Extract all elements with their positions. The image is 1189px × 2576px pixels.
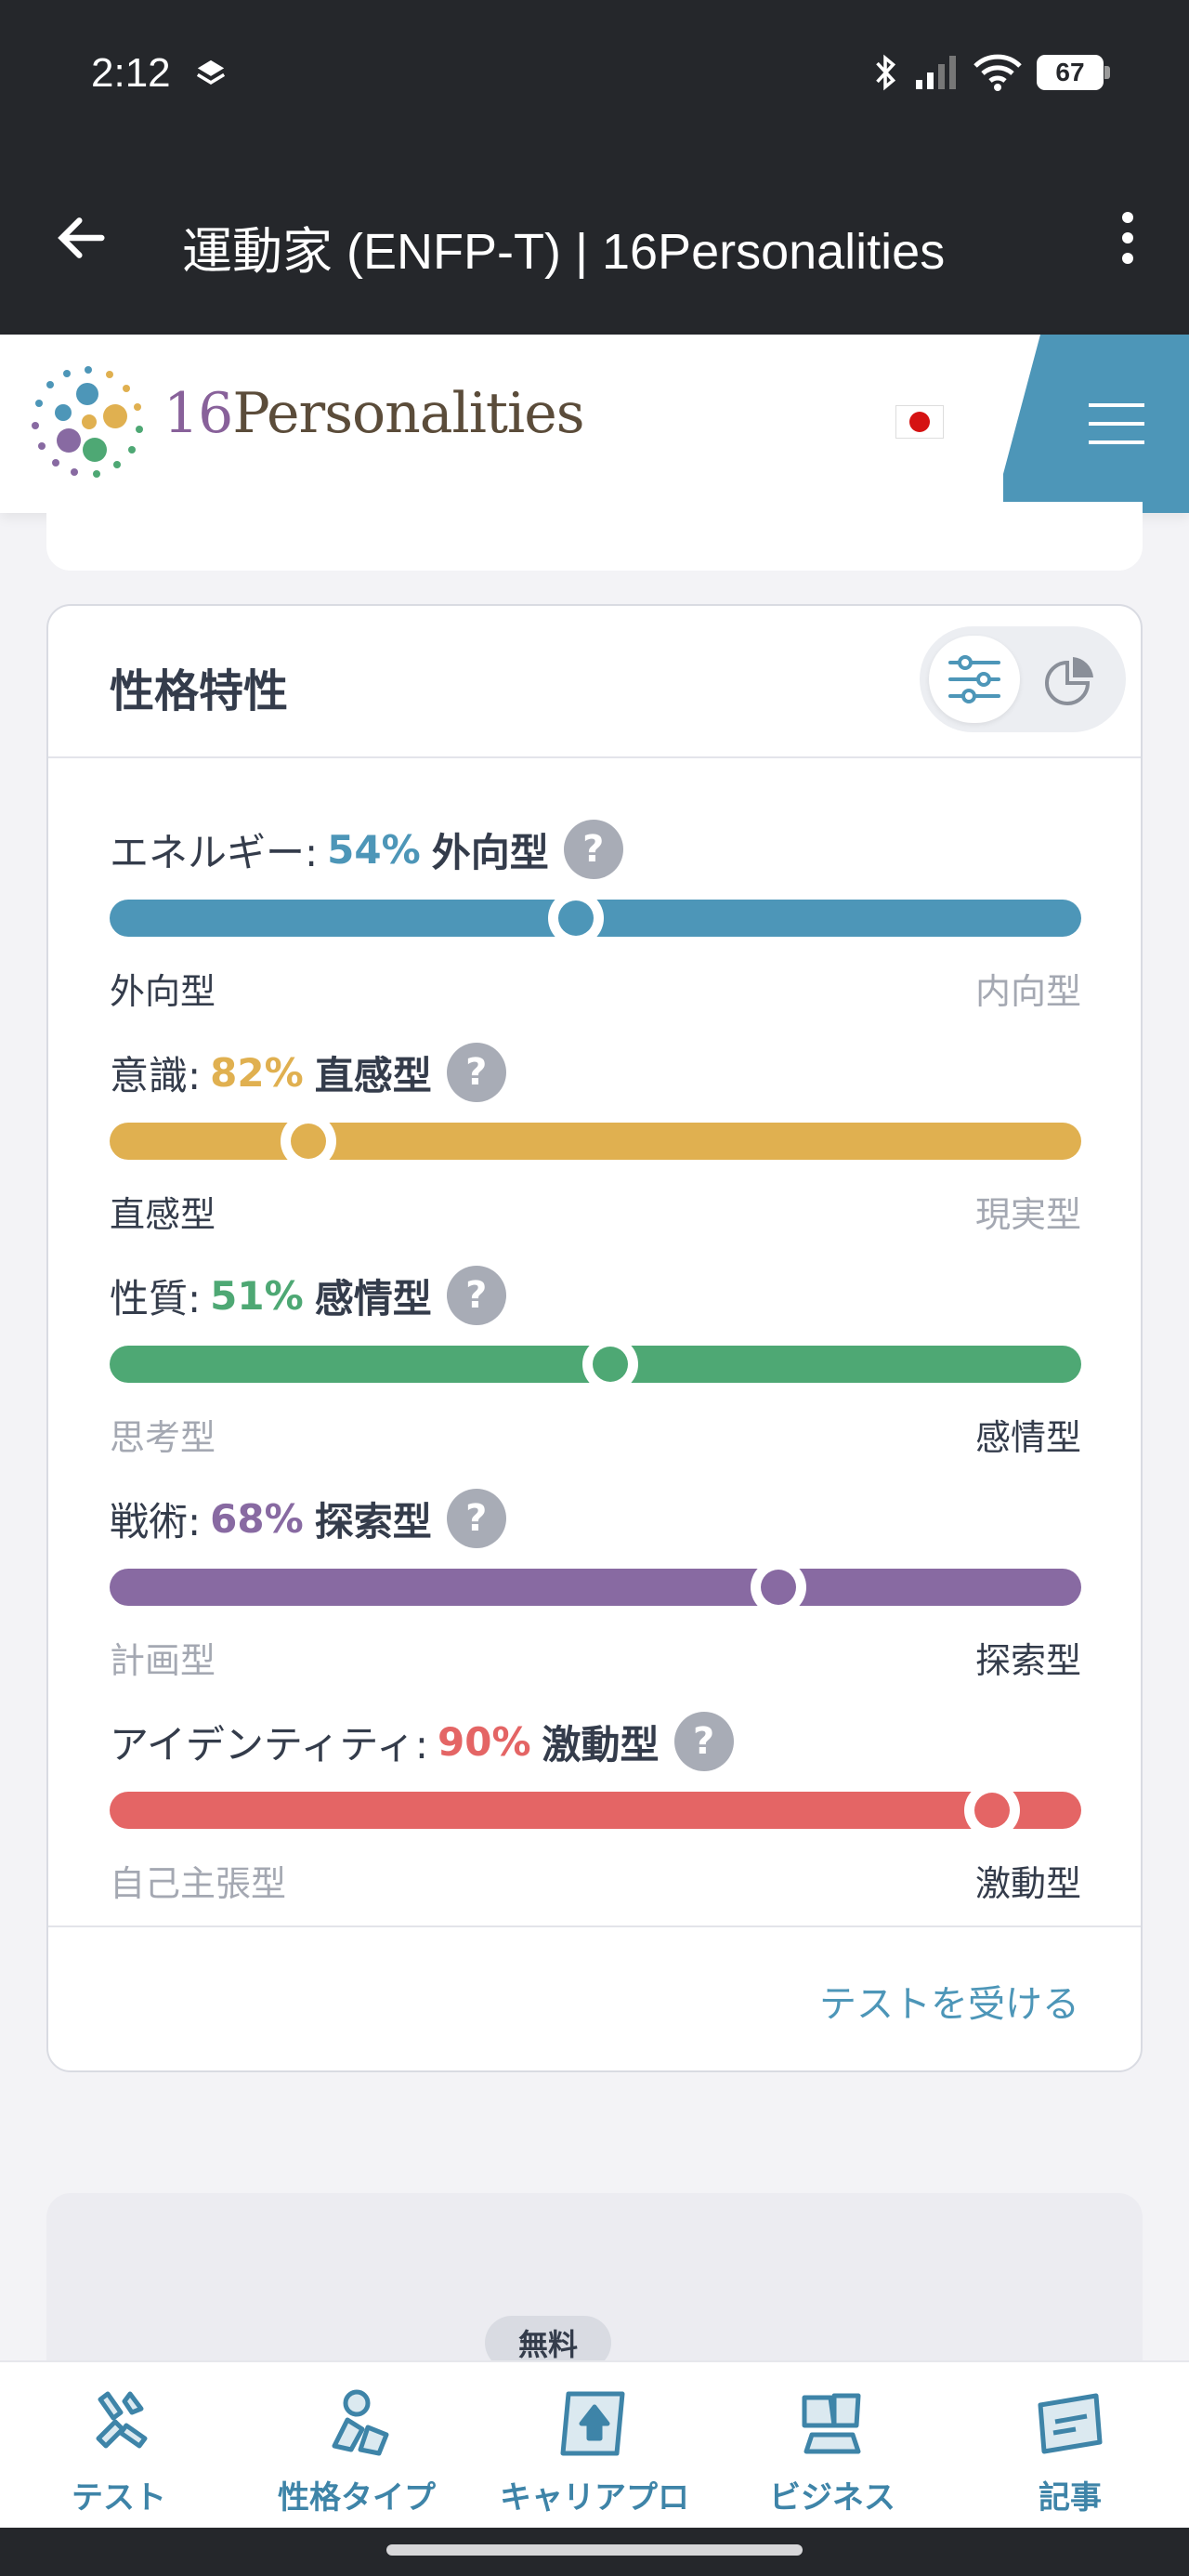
trait-left-label: 思考型 xyxy=(110,1417,216,1458)
trait-percent: 68% xyxy=(210,1495,304,1542)
trait-slider-knob xyxy=(581,1336,638,1392)
trait-name: 性質: xyxy=(110,1275,202,1321)
help-icon[interactable]: ? xyxy=(673,1712,734,1771)
trait-energy: エネルギー: 54% 外向型? 外向型 内向型 xyxy=(110,820,1081,1012)
battery-indicator: 67 xyxy=(1037,55,1110,90)
trait-name: 意識: xyxy=(110,1052,202,1098)
hamburger-menu-icon xyxy=(1089,403,1144,444)
gesture-bar xyxy=(0,2528,1189,2576)
logo-icon[interactable] xyxy=(28,362,149,483)
trait-label: 意識: 82% 直感型? xyxy=(110,1043,506,1102)
trait-left-label: 外向型 xyxy=(110,971,216,1012)
trait-slider-knob xyxy=(963,1782,1020,1838)
trait-type: 激動型 xyxy=(542,1721,660,1768)
personality-types-icon xyxy=(332,2389,389,2456)
signal-icon xyxy=(916,56,956,89)
trait-right-label: 激動型 xyxy=(974,1863,1081,1904)
trait-bar xyxy=(110,1569,1081,1606)
trait-right-label: 現実型 xyxy=(974,1194,1081,1235)
logo-word: Personalities xyxy=(232,381,584,446)
trait-type: 感情型 xyxy=(314,1275,432,1321)
logo-number: 16 xyxy=(163,381,233,446)
nav-articles[interactable]: 記事 xyxy=(951,2362,1189,2528)
nav-business-label: ビジネス xyxy=(769,2479,895,2517)
trait-type: 探索型 xyxy=(314,1498,432,1544)
wifi-icon xyxy=(973,54,1022,91)
home-indicator xyxy=(386,2544,803,2556)
help-icon[interactable]: ? xyxy=(446,1266,506,1325)
take-test-link[interactable]: テストを受ける xyxy=(819,1983,1079,2026)
career-pro-icon xyxy=(560,2391,625,2456)
trait-right-label: 感情型 xyxy=(974,1417,1081,1458)
trait-label: アイデンティティ: 90% 激動型? xyxy=(110,1712,734,1771)
help-icon[interactable]: ? xyxy=(563,820,623,879)
card-header: 性格特性 xyxy=(48,606,1141,758)
trait-slider-knob xyxy=(281,1113,337,1169)
site-header: 16Personalities xyxy=(0,335,1189,513)
page-title: 運動家 (ENFP-T) | 16Personalities xyxy=(182,224,946,280)
app-bar: 運動家 (ENFP-T) | 16Personalities xyxy=(0,149,1189,335)
back-arrow-icon[interactable] xyxy=(52,208,111,268)
trait-mind: 意識: 82% 直感型? 直感型 現実型 xyxy=(110,1043,1081,1235)
business-icon xyxy=(802,2393,861,2454)
pie-chart-icon xyxy=(1045,657,1093,705)
trait-percent: 90% xyxy=(438,1718,531,1765)
view-toggle xyxy=(920,626,1126,732)
layers-icon xyxy=(196,59,226,85)
nav-test[interactable]: テスト xyxy=(0,2362,238,2528)
trait-left-label: 直感型 xyxy=(110,1194,216,1235)
trait-name: 戦術: xyxy=(110,1498,202,1544)
nav-test-label: テスト xyxy=(72,2479,166,2517)
nav-personality-types-label: 性格タイプ xyxy=(278,2479,436,2517)
trait-percent: 54% xyxy=(327,826,421,873)
trait-type: 外向型 xyxy=(431,829,549,875)
trait-bar xyxy=(110,1792,1081,1829)
sliders-view-button[interactable] xyxy=(929,636,1020,723)
help-icon[interactable]: ? xyxy=(446,1489,506,1548)
test-icon xyxy=(96,2391,148,2449)
nav-personality-types[interactable]: 性格タイプ xyxy=(238,2362,476,2528)
nav-articles-label: 記事 xyxy=(1039,2479,1102,2517)
sliders-icon xyxy=(948,655,1000,703)
menu-button[interactable] xyxy=(1003,335,1189,513)
trait-right-label: 内向型 xyxy=(974,971,1081,1012)
personality-traits-card: 性格特性 エネルギー: 54% 外向型? 外向型 内向型 意識: 82% 直感型? 直感型 現実型… xyxy=(46,604,1143,2072)
card-title: 性格特性 xyxy=(110,665,289,717)
bluetooth-icon xyxy=(876,54,896,91)
nav-career-pro-label: キャリアプロ xyxy=(500,2479,689,2517)
trait-percent: 82% xyxy=(210,1049,304,1096)
status-bar: 2:12 67 xyxy=(0,0,1189,149)
nav-business[interactable]: ビジネス xyxy=(713,2362,951,2528)
trait-percent: 51% xyxy=(210,1272,304,1319)
trait-nature: 性質: 51% 感情型? 思考型 感情型 xyxy=(110,1266,1081,1458)
chart-view-button[interactable] xyxy=(1026,636,1117,723)
trait-label: 戦術: 68% 探索型? xyxy=(110,1489,506,1548)
trait-label: エネルギー: 54% 外向型? xyxy=(110,820,623,879)
status-icons: 67 xyxy=(869,52,1110,93)
previous-card xyxy=(46,502,1143,571)
trait-type: 直感型 xyxy=(314,1052,432,1098)
more-options-icon[interactable] xyxy=(1118,210,1137,266)
trait-label: 性質: 51% 感情型? xyxy=(110,1266,506,1325)
articles-icon xyxy=(1038,2393,1103,2454)
trait-name: エネルギー: xyxy=(110,829,319,875)
trait-identity: アイデンティティ: 90% 激動型? 自己主張型 激動型 xyxy=(110,1712,1081,1904)
help-icon[interactable]: ? xyxy=(446,1043,506,1102)
bottom-nav: テスト 性格タイプ キャリアプロ ビジネス 記事 xyxy=(0,2360,1189,2528)
trait-slider-knob xyxy=(548,890,605,946)
trait-bar xyxy=(110,1123,1081,1160)
card-footer: テストを受ける xyxy=(48,1925,1141,2072)
language-flag-japan[interactable] xyxy=(895,405,944,439)
trait-name: アイデンティティ: xyxy=(110,1721,429,1768)
trait-tactics: 戦術: 68% 探索型? 計画型 探索型 xyxy=(110,1489,1081,1681)
logo-wordmark[interactable]: 16Personalities xyxy=(163,381,585,446)
trait-slider-knob xyxy=(750,1559,806,1615)
status-time: 2:12 xyxy=(91,50,171,96)
trait-left-label: 計画型 xyxy=(110,1640,216,1681)
trait-right-label: 探索型 xyxy=(974,1640,1081,1681)
trait-left-label: 自己主張型 xyxy=(110,1863,287,1904)
nav-career-pro[interactable]: キャリアプロ xyxy=(476,2362,713,2528)
